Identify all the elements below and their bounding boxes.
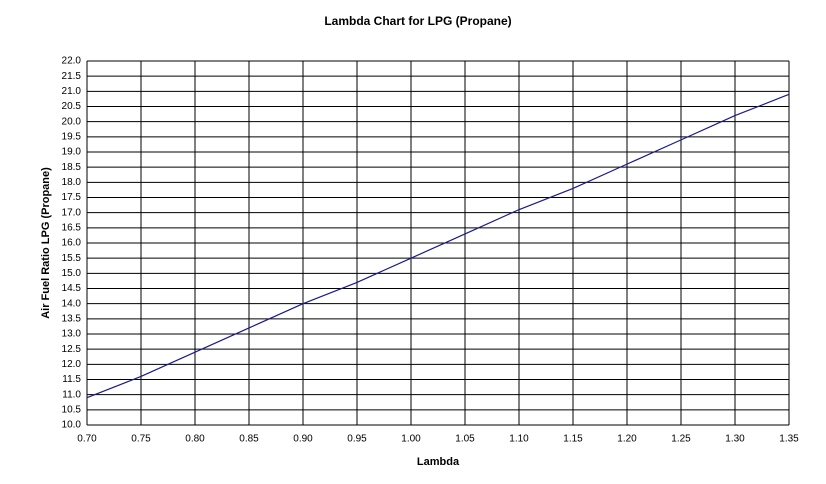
y-tick-label: 14.5 [62, 283, 82, 294]
y-tick-label: 14.0 [62, 298, 82, 309]
y-tick-label: 15.5 [62, 253, 82, 264]
x-tick-label: 0.70 [77, 434, 97, 445]
y-tick-label: 10.5 [62, 404, 82, 415]
x-tick-label: 1.20 [617, 434, 637, 445]
x-tick-label: 1.10 [509, 434, 529, 445]
x-tick-label: 0.75 [131, 434, 151, 445]
x-tick-label: 0.80 [185, 434, 205, 445]
x-tick-label: 1.05 [455, 434, 475, 445]
y-tick-label: 19.5 [62, 131, 82, 142]
y-tick-label: 12.0 [62, 359, 82, 370]
x-axis-label: Lambda [417, 456, 460, 468]
y-tick-label: 10.0 [62, 420, 82, 431]
y-tick-label: 21.0 [62, 86, 82, 97]
y-axis-label: Air Fuel Ratio LPG (Propane) [40, 167, 52, 319]
y-tick-label: 11.5 [62, 374, 81, 385]
y-tick-label: 20.0 [62, 116, 82, 127]
y-tick-label: 13.5 [62, 313, 82, 324]
y-tick-label: 16.5 [62, 222, 82, 233]
x-tick-label: 1.35 [779, 434, 799, 445]
y-tick-label: 21.5 [62, 71, 82, 82]
data-line [86, 93, 790, 399]
y-tick-label: 17.0 [62, 207, 82, 218]
x-tick-label: 1.15 [563, 434, 583, 445]
x-tick-label: 1.00 [401, 434, 421, 445]
x-tick-label: 0.85 [239, 434, 259, 445]
y-tick-label: 22.0 [62, 56, 82, 67]
y-tick-label: 19.0 [62, 147, 82, 158]
x-tick-label: 0.90 [293, 434, 313, 445]
y-tick-label: 12.5 [62, 344, 82, 355]
x-tick-label: 0.95 [347, 434, 367, 445]
x-tick-label: 1.25 [671, 434, 691, 445]
y-tick-label: 16.0 [62, 238, 82, 249]
x-tick-label: 1.30 [725, 434, 745, 445]
chart-title: Lambda Chart for LPG (Propane) [324, 14, 511, 28]
y-tick-label: 17.5 [62, 192, 82, 203]
y-tick-label: 13.0 [62, 329, 82, 340]
y-tick-label: 15.0 [62, 268, 82, 279]
y-tick-label: 20.5 [62, 101, 82, 112]
y-tick-label: 11.0 [62, 389, 81, 400]
y-tick-label: 18.5 [62, 162, 82, 173]
y-tick-label: 18.0 [62, 177, 82, 188]
